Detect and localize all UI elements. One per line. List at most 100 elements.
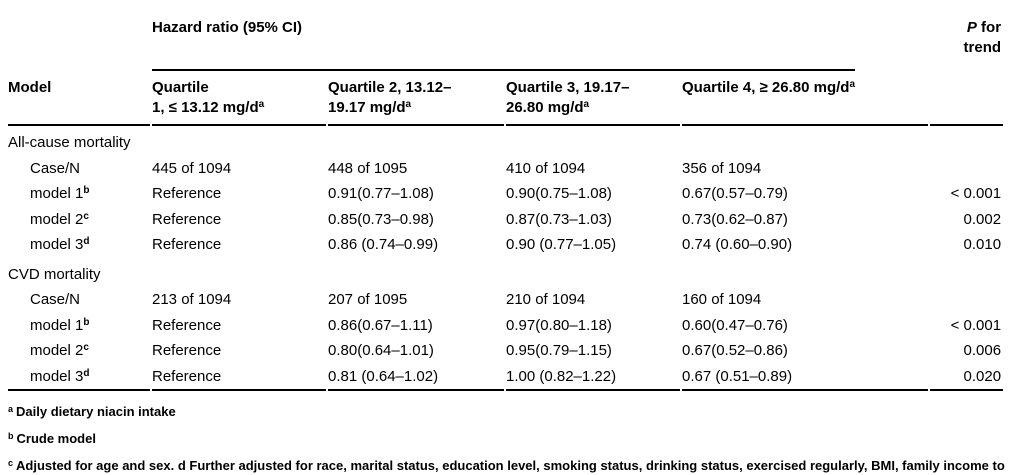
footnote-b: b Crude model (8, 428, 1005, 449)
cell: 210 of 1094 (506, 291, 586, 308)
cell: 356 of 1094 (682, 159, 762, 177)
row-label-model-3: model 3d (8, 364, 150, 391)
cell: 0.81 (0.64–1.02) (328, 364, 504, 391)
column-header-p-spacer (930, 71, 1004, 126)
cell: 0.85(0.73–0.98) (328, 210, 434, 228)
cell: 0.60(0.47–0.76) (682, 316, 788, 334)
cell: Reference (152, 236, 222, 253)
table-row: Case/N 213 of 1094 207 of 1095 210 of 10… (8, 287, 1003, 313)
footnote-c-text: Adjusted for age and sex. d Further adju… (16, 458, 1005, 473)
quartile-3-footnote-marker: a (583, 99, 590, 110)
table-row: model 2c Reference 0.85(0.73–0.98) 0.87(… (8, 207, 1003, 233)
cell: 0.86(0.67–1.11) (328, 316, 433, 334)
cell: 0.97(0.80–1.18) (506, 316, 612, 334)
cell: 0.90(0.75–1.08) (506, 185, 612, 202)
table-column-header-row: Model Quartile 1, ≤ 13.12 mg/da Quartile… (8, 71, 1004, 126)
cell: 1.00 (0.82–1.22) (506, 364, 680, 391)
cell: 410 of 1094 (506, 159, 586, 177)
quartile-1-footnote-marker: a (258, 99, 265, 110)
table-row: Case/N 445 of 1094 448 of 1095 410 of 10… (8, 156, 1003, 182)
quartile-4-label: Quartile 4, ≥ 26.80 mg/d (682, 79, 850, 96)
footnote-a: a Daily dietary niacin intake (8, 401, 1005, 422)
model-3-footnote-marker: d (83, 236, 90, 247)
model-2-footnote-marker: c (83, 342, 89, 353)
row-label-model-1: model 1b (30, 316, 90, 334)
cell: 0.67(0.57–0.79) (682, 185, 788, 202)
cell: 0.74 (0.60–0.90) (682, 236, 793, 253)
section-title: CVD mortality (8, 265, 101, 283)
cell: 445 of 1094 (152, 159, 232, 177)
table-header-span-row: Hazard ratio (95% CI) P for trend (8, 6, 1003, 71)
cell: 0.80(0.64–1.01) (328, 342, 434, 359)
table-row: model 3d Reference 0.86 (0.74–0.99) 0.90… (8, 232, 1003, 258)
p-value-cell (930, 287, 1003, 313)
row-label-model-3: model 3d (30, 236, 90, 253)
cell: 0.91(0.77–1.08) (328, 185, 434, 202)
footnote-c-marker: c (8, 458, 14, 468)
p-value-cell: < 0.001 (950, 185, 1002, 202)
row-label-case-n: Case/N (30, 159, 81, 177)
cell: Reference (152, 316, 222, 334)
p-for-trend-italic-p: P (966, 19, 977, 36)
section-header-all-cause-mortality: All-cause mortality (8, 126, 1003, 156)
row-label-case-n: Case/N (30, 291, 81, 308)
cell: Reference (152, 364, 326, 391)
table-footnotes: a Daily dietary niacin intake b Crude mode… (8, 401, 1005, 475)
column-header-quartile-2: Quartile 2, 13.12– 19.17 mg/da (328, 71, 504, 126)
cell: 0.95(0.79–1.15) (506, 342, 612, 359)
table-row: model 2c Reference 0.80(0.64–1.01) 0.95(… (8, 338, 1003, 364)
table-row: model 3d Reference 0.81 (0.64–1.02) 1.00… (8, 364, 1004, 391)
column-header-quartile-1: Quartile 1, ≤ 13.12 mg/da (152, 71, 326, 126)
section-header-cvd-mortality: CVD mortality (8, 258, 1003, 288)
model-2-footnote-marker: c (83, 210, 89, 222)
cell: 0.90 (0.77–1.05) (506, 236, 617, 253)
header-spacer-cell (8, 6, 150, 71)
row-label-model-2: model 2c (30, 210, 89, 228)
cell: 0.67 (0.51–0.89) (682, 364, 929, 391)
footnote-a-marker: a (8, 404, 14, 414)
hazard-ratio-header-label: Hazard ratio (95% CI) (152, 19, 303, 36)
footnote-c: c Adjusted for age and sex. d Further adj… (8, 455, 1005, 475)
model-1-footnote-marker: b (83, 316, 90, 328)
section-title: All-cause mortality (8, 134, 131, 151)
p-value-cell: 0.002 (963, 210, 1002, 228)
p-value-cell: 0.020 (930, 364, 1004, 391)
footnote-a-text: Daily dietary niacin intake (16, 404, 176, 419)
cell: 160 of 1094 (682, 291, 762, 308)
model-1-footnote-marker: b (83, 185, 90, 196)
p-for-trend-rest: for trend (963, 19, 1002, 56)
cell: 207 of 1095 (328, 291, 408, 308)
cell: Reference (152, 185, 222, 202)
p-value-cell: 0.006 (963, 342, 1002, 359)
p-value-cell (930, 156, 1003, 182)
table-row: model 1b Reference 0.91(0.77–1.08) 0.90(… (8, 181, 1003, 207)
quartile-2-footnote-marker: a (405, 99, 412, 110)
cell: 0.73(0.62–0.87) (682, 210, 788, 228)
column-header-model: Model (8, 71, 150, 126)
cell: Reference (152, 342, 222, 359)
hazard-ratio-table: Hazard ratio (95% CI) P for trend Model … (6, 6, 1005, 391)
cell: 448 of 1095 (328, 159, 408, 177)
footnote-b-marker: b (8, 431, 14, 441)
table-row: model 1b Reference 0.86(0.67–1.11) 0.97(… (8, 313, 1003, 339)
column-header-quartile-4: Quartile 4, ≥ 26.80 mg/da (682, 71, 929, 126)
quartile-4-footnote-marker: a (849, 79, 856, 90)
cell: 0.86 (0.74–0.99) (328, 236, 439, 253)
hazard-ratio-header: Hazard ratio (95% CI) (152, 6, 928, 71)
p-for-trend-header: P for trend (930, 6, 1003, 71)
cell: 0.87(0.73–1.03) (506, 210, 612, 228)
model-3-footnote-marker: d (83, 367, 90, 379)
column-header-quartile-3: Quartile 3, 19.17– 26.80 mg/da (506, 71, 680, 126)
quartile-3-label: Quartile 3, 19.17– 26.80 mg/d (506, 79, 630, 116)
cell: 213 of 1094 (152, 291, 232, 308)
cell: Reference (152, 210, 222, 228)
p-value-cell: < 0.001 (950, 316, 1002, 334)
p-value-cell: 0.010 (963, 236, 1002, 253)
quartile-2-label: Quartile 2, 13.12– 19.17 mg/d (328, 79, 452, 116)
row-label-model-2: model 2c (30, 342, 89, 359)
quartile-1-label: Quartile 1, ≤ 13.12 mg/d (152, 79, 259, 116)
row-label-model-1: model 1b (30, 185, 90, 202)
cell: 0.67(0.52–0.86) (682, 342, 788, 359)
footnote-b-text: Crude model (16, 431, 96, 446)
